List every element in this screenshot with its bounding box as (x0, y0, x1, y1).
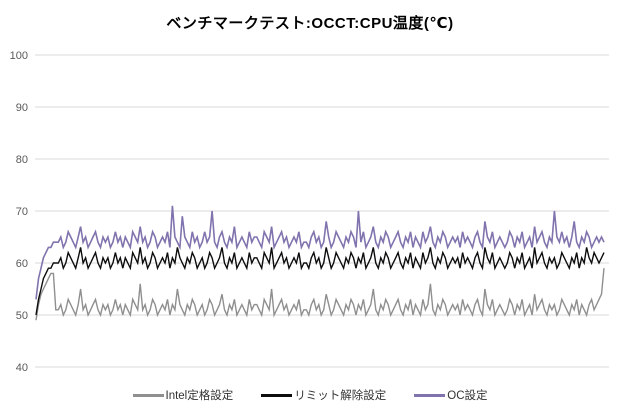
legend: Intel定格設定 リミット解除設定 OC設定 (0, 387, 620, 403)
y-axis-tick-label: 100 (10, 50, 28, 62)
series-line-0 (35, 268, 605, 321)
legend-item-intel-stock: Intel定格設定 (132, 387, 234, 403)
y-axis-tick-label: 70 (16, 206, 28, 218)
y-axis-tick-label: 80 (16, 154, 28, 166)
legend-line-black (261, 393, 293, 397)
chart-title: ベンチマークテスト:OCCT:CPU温度(℃) (166, 15, 454, 32)
plot-area: 100 90 80 70 60 50 40 (10, 50, 609, 374)
y-axis-tick-label: 60 (16, 258, 28, 270)
series-line-1 (35, 247, 605, 316)
y-axis-tick-label: 40 (16, 362, 28, 374)
legend-item-limit-unlocked: リミット解除設定 (261, 387, 386, 403)
legend-item-oc: OC設定 (414, 387, 488, 403)
legend-label: OC設定 (447, 390, 488, 402)
series-line-2 (35, 205, 605, 300)
legend-line-gray (132, 393, 164, 397)
legend-label: Intel定格設定 (165, 390, 234, 402)
y-axis-tick-label: 50 (16, 310, 28, 322)
legend-line-purple (414, 393, 446, 397)
y-axis-tick-label: 90 (16, 102, 28, 114)
legend-label: リミット解除設定 (294, 390, 387, 402)
